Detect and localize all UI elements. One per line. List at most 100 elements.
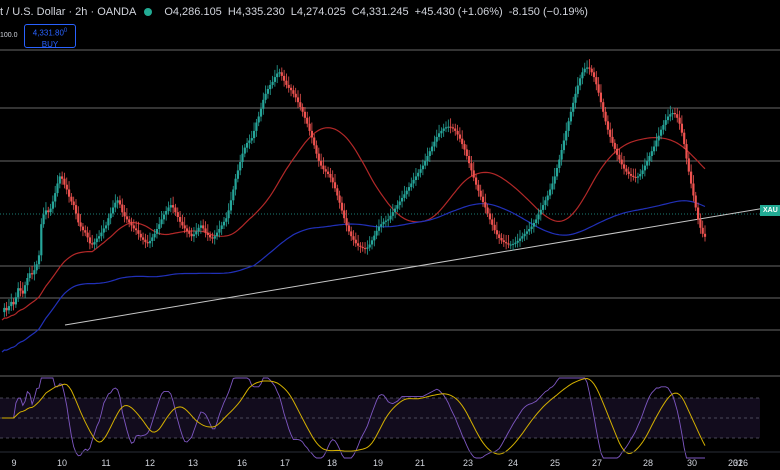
- candle-body: [74, 205, 78, 214]
- candle-body: [650, 151, 653, 156]
- x-tick-label: 19: [373, 458, 383, 468]
- candle-body: [336, 188, 339, 196]
- candle-body: [225, 218, 228, 222]
- candle-body: [660, 129, 663, 136]
- candle-body: [148, 240, 152, 244]
- candle-body: [35, 264, 38, 271]
- candle-body: [421, 165, 424, 170]
- candle-body: [271, 81, 274, 85]
- candle-body: [192, 234, 195, 237]
- candle-body: [537, 214, 540, 220]
- candle-body: [440, 130, 443, 134]
- candle-body: [359, 245, 362, 247]
- candle-body: [521, 236, 524, 239]
- candle-body: [79, 222, 82, 227]
- candle-body: [701, 227, 704, 234]
- candle-body: [179, 217, 182, 222]
- candle-body: [105, 225, 108, 229]
- candle-body: [264, 93, 267, 100]
- candle-body: [634, 177, 637, 178]
- candle-body: [257, 116, 260, 123]
- candle-body: [495, 230, 498, 235]
- candle-body: [523, 233, 526, 237]
- candle-body: [620, 159, 623, 165]
- candle-body: [7, 306, 10, 311]
- candle-body: [331, 177, 334, 183]
- candle-body: [280, 72, 283, 76]
- candle-body: [518, 238, 522, 241]
- candle-body: [185, 228, 189, 232]
- candle-body: [461, 138, 464, 145]
- candle-body: [250, 138, 253, 141]
- symbol-title[interactable]: t / U.S. Dollar · 2h · OANDA: [0, 6, 137, 18]
- candle-body: [276, 73, 279, 78]
- candle-body: [63, 178, 66, 185]
- candle-body: [176, 212, 179, 217]
- candle-body: [396, 205, 399, 209]
- candle-body: [114, 202, 117, 208]
- candle-body: [183, 225, 186, 229]
- candle-body: [232, 189, 235, 201]
- candle-body: [14, 297, 17, 305]
- price-change-extra: -8.150 (−0.19%): [508, 6, 588, 18]
- candle-body: [657, 135, 660, 141]
- candle-body: [636, 176, 639, 178]
- candle-body: [662, 124, 665, 130]
- candle-body: [42, 214, 45, 225]
- candle-body: [595, 77, 598, 85]
- candle-body: [121, 204, 124, 213]
- x-tick-label: 16: [237, 458, 247, 468]
- candle-body: [77, 213, 80, 223]
- candle-body: [93, 242, 96, 245]
- candle-body: [58, 176, 61, 184]
- ohlc-high: H4,335.230: [227, 6, 285, 18]
- candle-body: [618, 154, 621, 160]
- candle-body: [139, 233, 142, 238]
- candle-body: [56, 183, 59, 194]
- candle-body: [278, 72, 281, 74]
- candle-body: [613, 142, 616, 149]
- candle-body: [61, 176, 64, 179]
- candle-body: [239, 162, 242, 171]
- candle-body: [468, 156, 471, 164]
- candle-body: [370, 240, 374, 245]
- x-tick-label: 25: [550, 458, 560, 468]
- candle-body: [666, 116, 670, 121]
- candle-body: [17, 288, 20, 298]
- candle-body: [539, 209, 542, 215]
- candle-body: [442, 128, 445, 131]
- candle-body: [206, 232, 209, 235]
- candle-body: [500, 238, 503, 241]
- candle-body: [107, 218, 110, 226]
- candle-body: [167, 207, 170, 212]
- candle-body: [456, 130, 459, 135]
- candle-body: [639, 174, 642, 177]
- candle-body: [169, 205, 172, 208]
- candle-body: [641, 170, 644, 174]
- candle-body: [572, 102, 575, 112]
- candle-body: [248, 140, 251, 143]
- candle-body: [629, 174, 633, 176]
- candle-body: [646, 160, 649, 166]
- candle-body: [306, 117, 309, 124]
- candle-body: [218, 229, 221, 233]
- candle-body: [454, 128, 457, 131]
- buy-button[interactable]: 4,331.800 BUY: [24, 24, 76, 49]
- candle-body: [692, 183, 695, 196]
- candle-body: [24, 285, 27, 294]
- candle-body: [403, 194, 406, 198]
- candle-body: [343, 210, 346, 219]
- candle-body: [683, 132, 686, 145]
- candle-body: [144, 239, 147, 243]
- rsi-line: [2, 377, 705, 459]
- x-tick-label: 21: [415, 458, 425, 468]
- candle-body: [516, 240, 519, 243]
- candle-body: [535, 219, 538, 223]
- candle-body: [602, 102, 605, 112]
- candle-body: [458, 134, 461, 139]
- candle-body: [81, 226, 84, 231]
- candle-body: [158, 224, 161, 229]
- candle-body: [151, 237, 154, 241]
- chart-header: t / U.S. Dollar · 2h · OANDA O4,286.105 …: [0, 4, 588, 20]
